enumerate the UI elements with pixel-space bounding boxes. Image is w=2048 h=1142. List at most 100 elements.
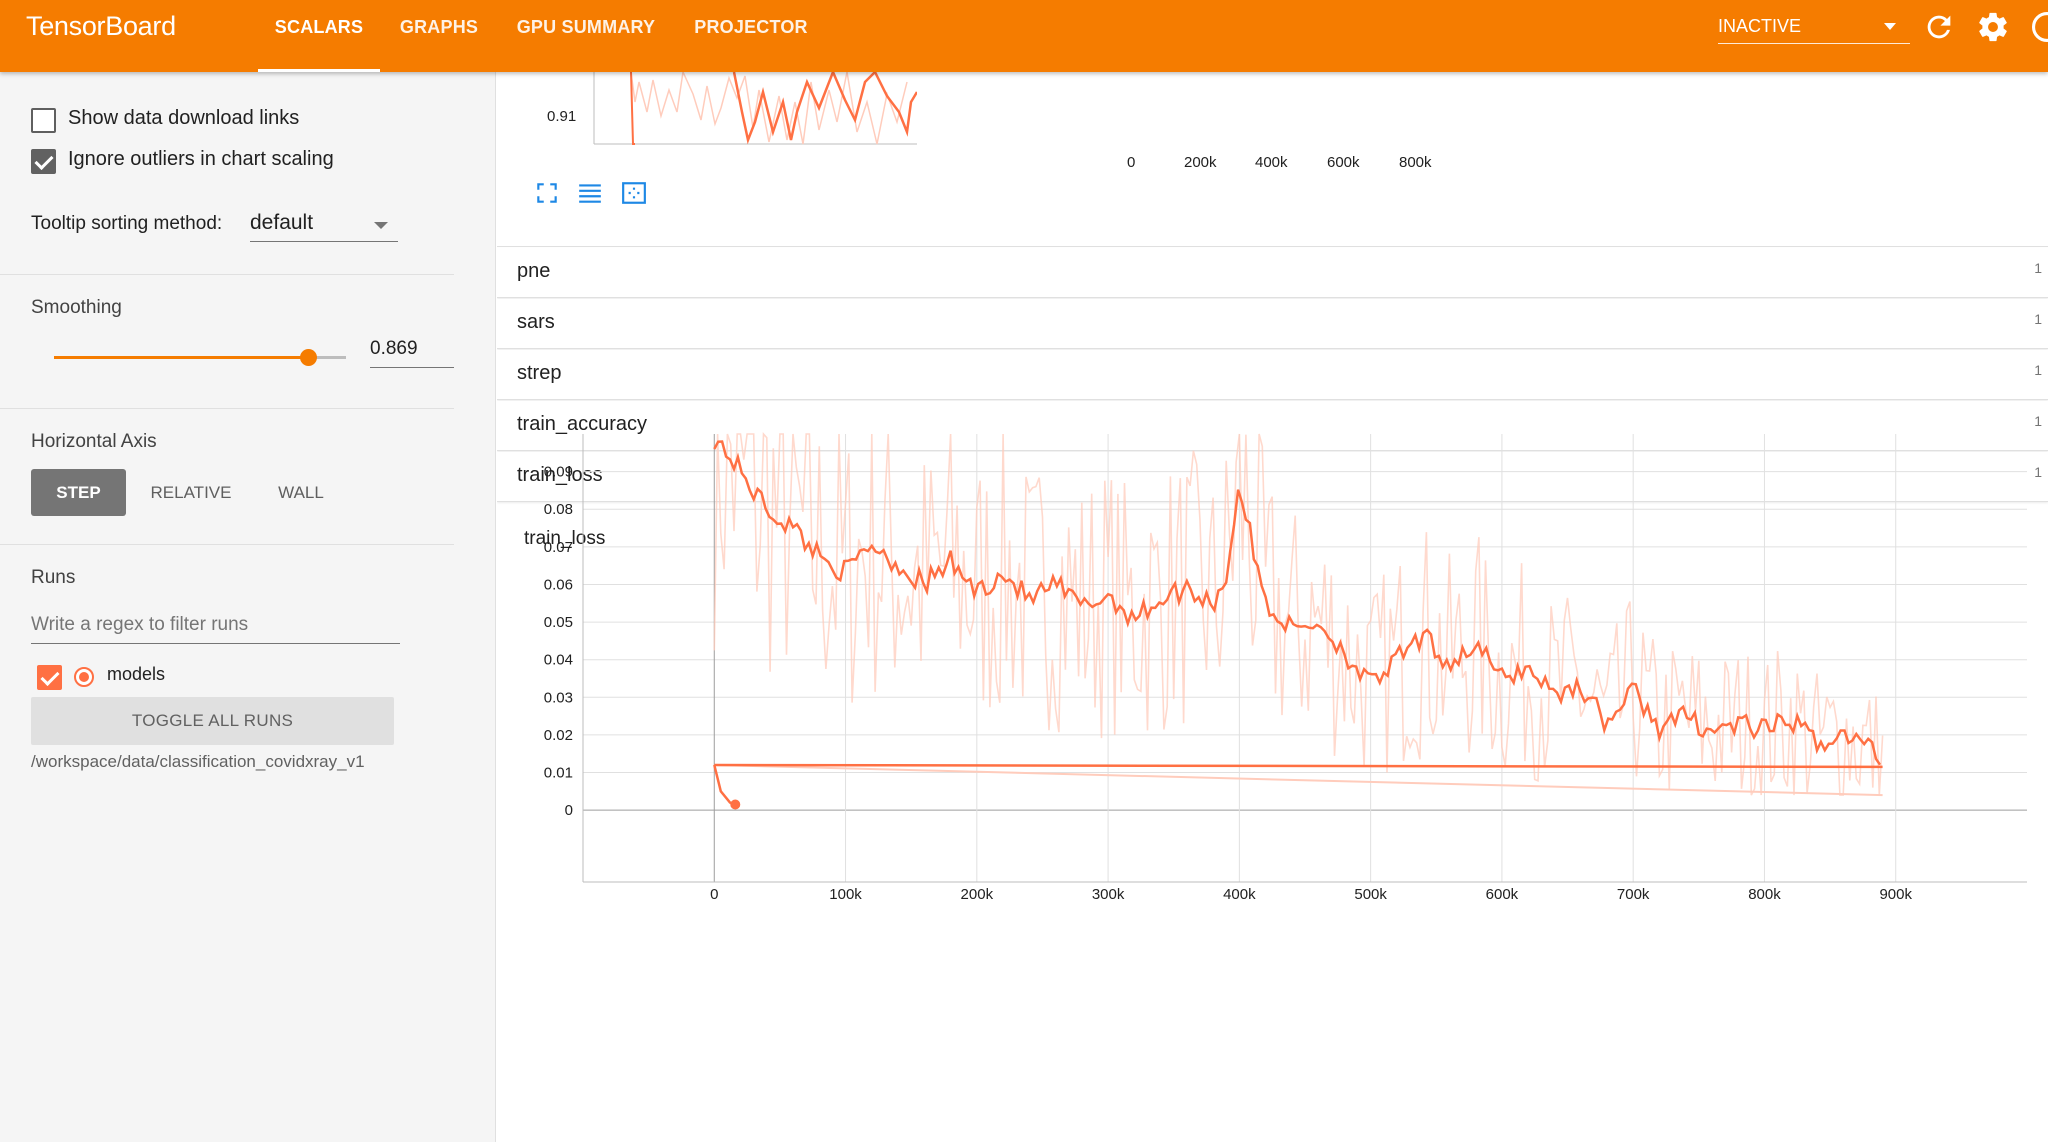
tab-scalars[interactable]: SCALARS bbox=[258, 0, 380, 72]
y-tick-label: 0.02 bbox=[544, 727, 573, 744]
axis-step-button[interactable]: STEP bbox=[31, 469, 126, 516]
series-end-point bbox=[730, 799, 741, 810]
horizontal-axis-label: Horizontal Axis bbox=[31, 431, 157, 452]
smoothing-label: Smoothing bbox=[31, 297, 122, 318]
smoothed-series-line bbox=[714, 763, 1883, 769]
smoothing-slider[interactable] bbox=[54, 349, 346, 366]
category-count: 1 bbox=[2034, 362, 2042, 378]
y-tick-label: 0.03 bbox=[544, 689, 573, 706]
main-content: 0.91 0 200k 400k 600k 800k pne 1 sars 1 … bbox=[497, 72, 2048, 1142]
x-tick-label: 900k bbox=[1879, 886, 1912, 903]
x-tick-label: 0 bbox=[710, 886, 718, 903]
raw-series-line bbox=[714, 764, 1883, 797]
y-tick-label: 0.91 bbox=[547, 108, 577, 125]
smoothing-value-input[interactable]: 0.869 bbox=[370, 334, 454, 368]
x-tick-label: 200k bbox=[1184, 154, 1217, 171]
x-tick-label: 0 bbox=[1127, 154, 1136, 171]
category-row-train-accuracy[interactable]: train_accuracy 1 bbox=[497, 401, 2048, 451]
x-tick-label: 800k bbox=[1399, 154, 1432, 171]
smoothing-slider-handle[interactable] bbox=[299, 349, 317, 366]
tab-gpu-summary[interactable]: GPU SUMMARY bbox=[516, 17, 656, 37]
show-download-links-label: Show data download links bbox=[68, 107, 300, 129]
previous-chart-smoothed-plot bbox=[732, 72, 917, 145]
x-tick-label: 200k bbox=[961, 886, 994, 903]
settings-icon[interactable] bbox=[1976, 10, 2010, 44]
divider bbox=[0, 274, 454, 275]
chart-grid bbox=[582, 434, 2027, 883]
smoothed-series-line bbox=[630, 72, 635, 145]
category-row-strep[interactable]: strep 1 bbox=[497, 350, 2048, 400]
x-tick-label: 100k bbox=[829, 886, 862, 903]
x-tick-label: 600k bbox=[1327, 154, 1360, 171]
tab-graphs[interactable]: GRAPHS bbox=[399, 17, 479, 37]
tab-projector[interactable]: PROJECTOR bbox=[694, 17, 808, 37]
x-tick-label: 800k bbox=[1748, 886, 1781, 903]
tooltip-sorting-label: Tooltip sorting method: bbox=[31, 213, 223, 234]
inactive-dashboards-select[interactable]: INACTIVE bbox=[1718, 12, 1910, 44]
runs-label: Runs bbox=[31, 567, 76, 588]
smoothing-slider-fill bbox=[54, 356, 308, 359]
chevron-down-icon bbox=[374, 222, 388, 229]
smoothed-series-line bbox=[713, 764, 736, 806]
raw-series-line bbox=[713, 431, 1884, 796]
toggle-all-runs-button[interactable]: TOGGLE ALL RUNS bbox=[31, 697, 394, 745]
y-tick-label: 0.06 bbox=[544, 576, 573, 593]
help-icon[interactable] bbox=[2030, 10, 2048, 44]
smoothed-series-line bbox=[732, 72, 917, 145]
category-name: pne bbox=[517, 260, 551, 282]
category-name: train_accuracy bbox=[517, 413, 648, 435]
logdir-path: /workspace/data/classification_covidxray… bbox=[31, 752, 365, 771]
ignore-outliers-label: Ignore outliers in chart scaling bbox=[68, 148, 334, 170]
category-row-sars[interactable]: sars 1 bbox=[497, 299, 2048, 349]
chart-ticks: 0 0.01 0.02 0.03 0.04 0.05 0.06 0.07 0.08 0.09 0 10… bbox=[544, 464, 1913, 903]
y-tick-label: 0.09 bbox=[544, 464, 573, 481]
y-tick-label: 0.01 bbox=[544, 765, 573, 782]
category-name: strep bbox=[517, 362, 562, 384]
chart-series bbox=[713, 440, 1883, 810]
divider bbox=[0, 544, 454, 545]
x-tick-label: 300k bbox=[1092, 886, 1125, 903]
refresh-icon[interactable] bbox=[1922, 10, 1956, 44]
inactive-select-value: INACTIVE bbox=[1718, 16, 1802, 36]
app-title: TensorBoard bbox=[26, 11, 176, 41]
x-tick-label: 600k bbox=[1486, 886, 1519, 903]
chart-card-previous: 0.91 0 200k 400k 600k 800k bbox=[497, 72, 2048, 247]
run-models-label: models bbox=[107, 664, 166, 684]
axis-wall-button[interactable]: WALL bbox=[278, 483, 324, 502]
run-models-color-radio[interactable] bbox=[74, 667, 94, 687]
sidebar: Show data download links Ignore outliers… bbox=[0, 72, 496, 1142]
chart-title: train_loss bbox=[524, 528, 606, 549]
category-count: 1 bbox=[2034, 413, 2042, 429]
y-tick-label: 0.07 bbox=[544, 539, 573, 556]
divider bbox=[0, 408, 454, 409]
y-tick-label: 0.04 bbox=[544, 652, 573, 669]
tooltip-sorting-select[interactable]: default bbox=[250, 208, 398, 242]
ignore-outliers-checkbox[interactable] bbox=[31, 149, 56, 174]
train-loss-chart[interactable]: 00.010.020.030.040.050.060.070.080.090 10… bbox=[497, 72, 2048, 1142]
chart-raw-series bbox=[713, 431, 1884, 797]
category-row-pne[interactable]: pne 1 bbox=[497, 248, 2048, 298]
fullscreen-icon[interactable] bbox=[534, 180, 560, 206]
data-list-icon[interactable] bbox=[577, 180, 603, 206]
fit-domain-icon[interactable] bbox=[621, 180, 647, 206]
run-models-checkbox[interactable] bbox=[37, 665, 62, 690]
category-count: 1 bbox=[2034, 311, 2042, 327]
y-tick-label: 0.08 bbox=[544, 501, 573, 518]
x-tick-label: 400k bbox=[1255, 154, 1288, 171]
chevron-down-icon bbox=[1884, 23, 1896, 30]
category-name: train_loss bbox=[517, 464, 603, 486]
category-count: 1 bbox=[2034, 464, 2042, 480]
y-tick-label: 0.05 bbox=[544, 614, 573, 631]
runs-filter-input[interactable]: Write a regex to filter runs bbox=[31, 610, 400, 644]
x-tick-label: 500k bbox=[1354, 886, 1387, 903]
x-tick-label: 700k bbox=[1617, 886, 1650, 903]
tooltip-sorting-value: default bbox=[250, 211, 314, 234]
category-name: sars bbox=[517, 311, 555, 333]
show-download-links-checkbox[interactable] bbox=[31, 108, 56, 133]
category-count: 1 bbox=[2034, 260, 2042, 276]
smoothed-series-line bbox=[713, 440, 1882, 766]
axis-relative-button[interactable]: RELATIVE bbox=[150, 483, 232, 502]
x-tick-label: 400k bbox=[1223, 886, 1256, 903]
y-tick-label: 0 bbox=[565, 802, 573, 819]
top-app-bar: TensorBoard SCALARS GRAPHS GPU SUMMARY P… bbox=[0, 0, 2048, 72]
